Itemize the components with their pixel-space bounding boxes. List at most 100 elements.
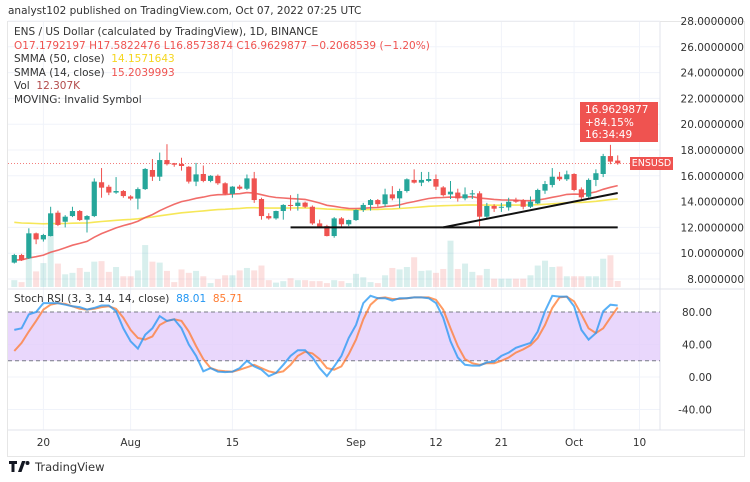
main-legend: ENS / US Dollar (calculated by TradingVi…	[14, 26, 650, 108]
candle-body	[244, 178, 250, 189]
candle-body	[586, 179, 592, 197]
candle-body	[11, 255, 17, 263]
candle-body	[426, 179, 432, 181]
candle-body	[295, 202, 301, 206]
candle-body	[578, 189, 584, 198]
volume-bar	[520, 278, 527, 287]
time-axis-label: Sep	[346, 437, 366, 449]
price-axis-label: 8.0000000	[687, 274, 744, 286]
stoch-label[interactable]: Stoch RSI (3, 3, 14, 14, close)	[14, 293, 170, 305]
volume-bar	[18, 282, 25, 287]
volume-value: 12.307K	[36, 80, 81, 93]
volume-bar	[491, 278, 498, 287]
candle-body	[346, 220, 352, 225]
volume-bar	[454, 268, 461, 287]
volume-bar	[389, 267, 396, 287]
volume-bar	[607, 255, 614, 287]
volume-bar	[382, 275, 389, 287]
time-axis-label: 10	[633, 437, 646, 449]
candle-body	[404, 179, 410, 192]
volume-bar	[367, 282, 374, 287]
candle-body	[324, 226, 330, 237]
candle-body	[338, 218, 345, 225]
volume-bar	[403, 267, 410, 287]
candle-body	[360, 204, 366, 210]
candle-body	[455, 192, 461, 199]
candle-body	[222, 183, 228, 194]
volume-bar	[134, 270, 141, 287]
stoch-k-value: 88.01	[176, 293, 207, 305]
smma14-label[interactable]: SMMA (14, close)	[14, 66, 105, 79]
time-axis-label: 21	[495, 437, 508, 449]
candle-body	[571, 173, 577, 190]
volume-bar	[302, 280, 309, 287]
candle-body	[84, 216, 90, 220]
volume-bar	[571, 276, 578, 287]
price-axis-label: 16.0000000	[681, 171, 744, 183]
candle-body	[447, 191, 454, 195]
volume-bar	[105, 271, 112, 287]
volume-bar	[505, 278, 512, 287]
candle-body	[389, 194, 395, 199]
candle-body	[484, 205, 490, 217]
volume-bar	[418, 270, 425, 287]
stoch-axis-label: 0.00	[689, 372, 712, 384]
volume-bar	[331, 280, 338, 287]
candle-body	[178, 163, 185, 166]
volume-bar	[316, 281, 323, 287]
volume-bar	[578, 276, 585, 287]
volume-bar	[207, 283, 214, 287]
price-change-percent: +84.15%	[585, 116, 634, 129]
stoch-k-line	[14, 294, 618, 378]
candle-body	[200, 173, 206, 181]
candle-body	[367, 200, 374, 205]
candle-body	[476, 193, 483, 217]
candle-body	[207, 175, 214, 181]
symbol-price-tag: ENSUSD	[630, 157, 673, 170]
volume-bar	[113, 267, 120, 287]
volume-bar	[84, 271, 90, 287]
candle-body	[55, 212, 61, 225]
volume-bar	[258, 265, 265, 287]
footer-brand[interactable]: TradingView	[9, 460, 104, 474]
volume-bar	[251, 270, 258, 287]
candle-body	[469, 193, 475, 195]
candle-body	[556, 176, 563, 180]
candle-body	[266, 216, 272, 219]
smma50-label[interactable]: SMMA (50, close)	[14, 53, 105, 66]
volume-bar	[352, 273, 359, 287]
candle-body	[48, 213, 54, 237]
stoch-axis-label: -40.00	[678, 405, 712, 417]
volume-bar	[374, 283, 381, 287]
volume-label[interactable]: Vol	[14, 80, 30, 93]
candle-body	[164, 160, 170, 165]
candle-body	[317, 223, 323, 227]
candle-body	[98, 182, 105, 188]
volume-bar	[62, 274, 69, 287]
candle-body	[600, 156, 606, 174]
candle-body	[142, 168, 148, 190]
candle-body	[69, 211, 76, 217]
candle-body	[287, 204, 294, 206]
volume-bar	[229, 275, 236, 287]
price-axis-label: 20.0000000	[681, 119, 744, 131]
volume-bar	[69, 272, 76, 287]
moving-indicator-label[interactable]: MOVING: Invalid Symbol	[14, 93, 142, 106]
stoch-d-value: 85.71	[212, 293, 243, 305]
volume-bar	[309, 281, 316, 287]
time-axis-label: 20	[37, 437, 50, 449]
candle-body	[40, 235, 46, 240]
candle-body	[520, 200, 526, 207]
volume-bar	[11, 280, 18, 287]
volume-bar	[614, 280, 621, 287]
volume-bar	[600, 258, 607, 287]
tradingview-logo-icon	[9, 461, 30, 472]
volume-bar	[563, 276, 570, 287]
volume-bar	[193, 270, 200, 287]
volume-bar	[163, 270, 170, 287]
candle-body	[258, 199, 265, 217]
time-axis-label: Oct	[565, 437, 583, 449]
volume-bar	[534, 265, 541, 287]
volume-bar	[149, 261, 156, 287]
